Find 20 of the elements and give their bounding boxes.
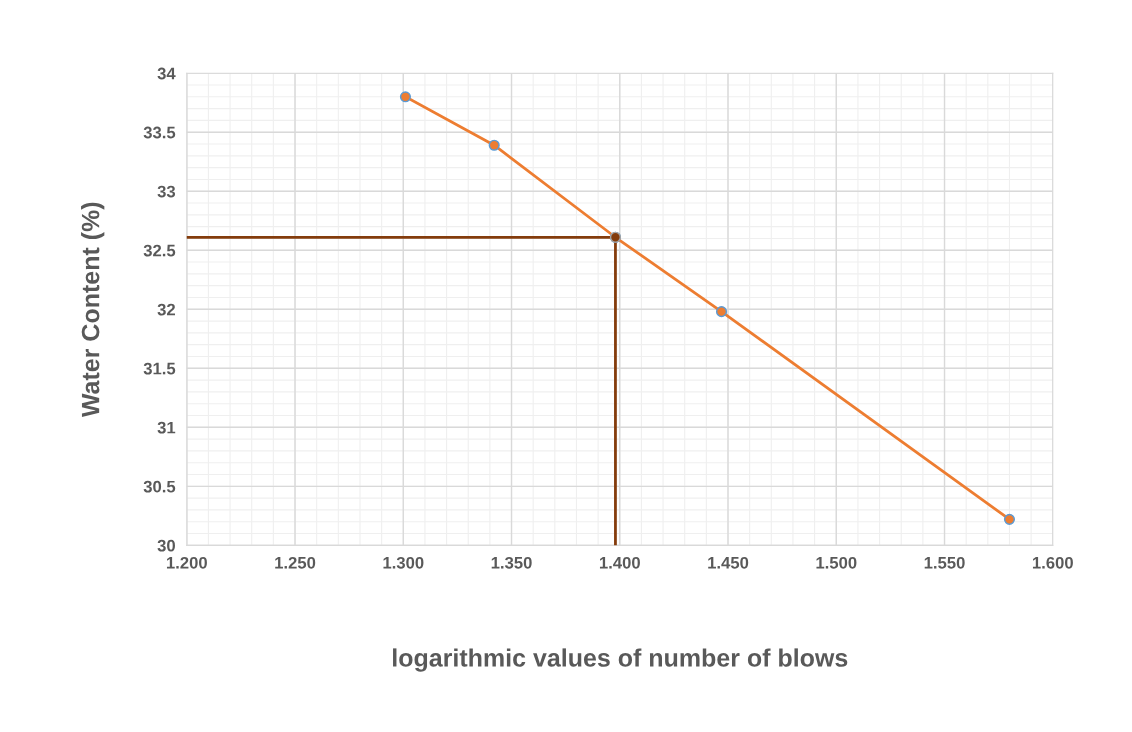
y-tick-label: 34 xyxy=(157,67,176,80)
x-axis-title: logarithmic values of number of blows xyxy=(393,648,848,672)
y-tick-label: 33.5 xyxy=(143,126,176,139)
y-tick-label: 30.5 xyxy=(143,480,176,493)
y-tick-label: 30 xyxy=(157,539,175,552)
x-tick-label: 1.550 xyxy=(924,556,965,569)
x-tick-label: 1.400 xyxy=(599,556,640,569)
x-tick-label: 1.250 xyxy=(275,556,316,569)
y-axis-title: Water Content (%) xyxy=(81,202,105,418)
y-tick-label: 32.5 xyxy=(143,244,176,257)
x-tick-label: 1.300 xyxy=(383,556,424,569)
x-tick-label: 1.600 xyxy=(1032,556,1073,569)
x-tick-label: 1.500 xyxy=(816,556,857,569)
y-tick-label: 33 xyxy=(157,185,176,198)
x-tick-label: 1.200 xyxy=(166,556,207,569)
y-tick-label: 31 xyxy=(157,421,176,434)
y-tick-label: 31.5 xyxy=(143,362,176,375)
x-tick-label: 1.350 xyxy=(491,556,532,569)
y-tick-label: 32 xyxy=(157,303,175,316)
x-tick-label: 1.450 xyxy=(708,556,749,569)
